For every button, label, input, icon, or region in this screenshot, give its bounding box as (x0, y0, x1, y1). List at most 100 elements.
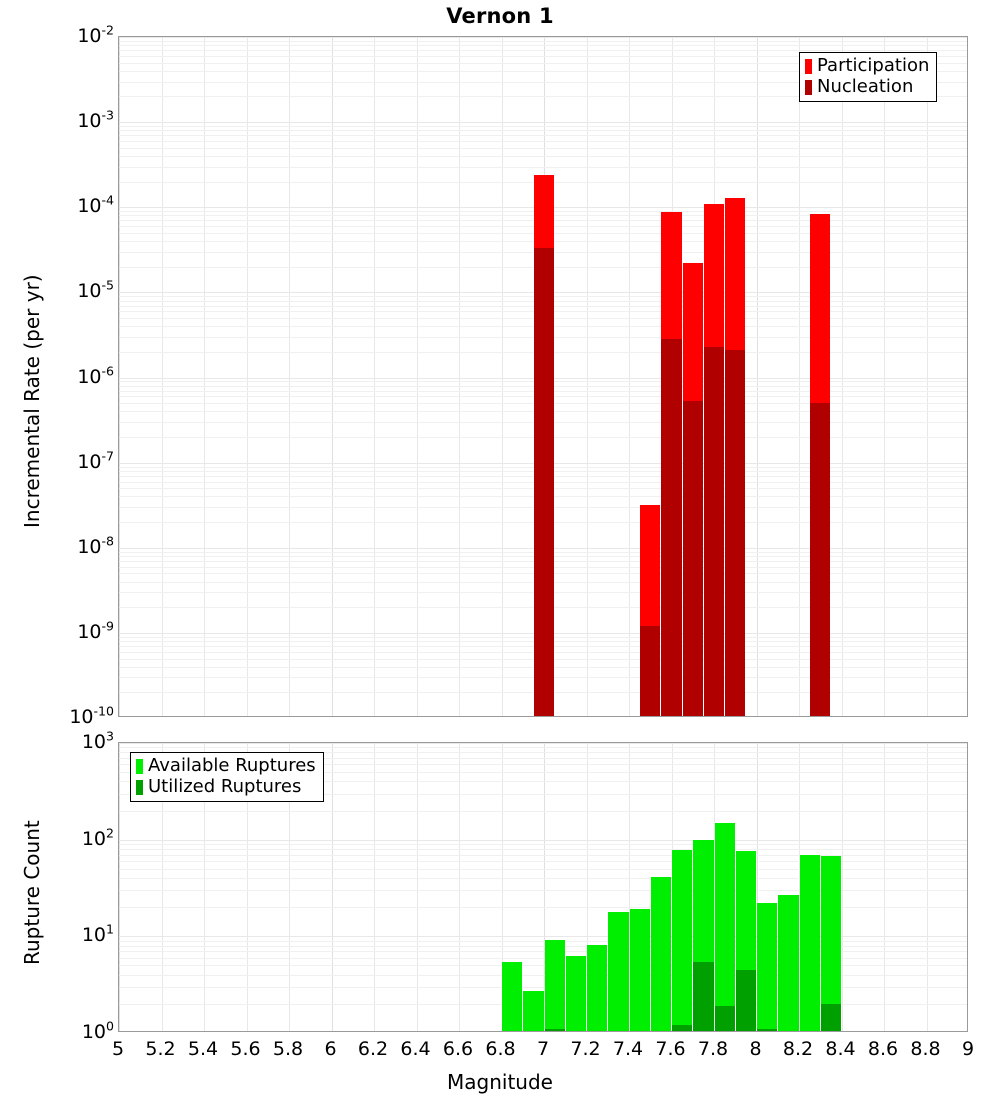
bar (810, 214, 831, 716)
bottom-panel-legend: Available Ruptures Utilized Ruptures (130, 752, 324, 802)
top-panel-plot-area (118, 36, 968, 717)
y-axis-tick-label: 10-3 (77, 107, 114, 133)
grid-line-vertical (331, 743, 333, 1031)
grid-line-vertical (246, 37, 248, 716)
grid-line-vertical (119, 743, 120, 1031)
grid-line-vertical (416, 743, 418, 1031)
top-panel-legend: Participation Nucleation (799, 52, 938, 102)
bar-segment-nucleation (810, 403, 831, 716)
grid-line-horizontal (119, 951, 967, 953)
grid-line-horizontal (119, 122, 967, 124)
bar (533, 174, 555, 716)
grid-line-vertical (119, 37, 120, 716)
y-axis-tick-label: 10-9 (77, 618, 114, 643)
bar-segment-utilized (714, 1006, 735, 1031)
legend-label: Nucleation (817, 76, 914, 97)
grid-line-horizontal (119, 743, 967, 744)
grid-line-horizontal (119, 135, 967, 137)
grid-line-horizontal (119, 936, 967, 938)
y-axis-tick-label: 10-6 (77, 363, 114, 388)
top-panel-y-axis-label: Incremental Rate (per yr) (20, 274, 44, 528)
grid-line-horizontal (119, 810, 967, 812)
grid-line-horizontal (119, 166, 967, 168)
grid-line-vertical (799, 37, 800, 716)
grid-line-horizontal (119, 45, 967, 47)
bar-segment-available (820, 856, 841, 1031)
grid-line-vertical (756, 37, 758, 716)
grid-line-horizontal (119, 141, 967, 142)
y-axis-tick-label: 103 (81, 728, 114, 753)
bar (778, 894, 799, 1031)
x-axis-tick-label: 8.8 (910, 1038, 941, 1060)
grid-line-horizontal (119, 62, 967, 64)
grid-line-vertical (246, 743, 248, 1031)
bar-segment-available (629, 909, 650, 1031)
y-axis-tick-label: 101 (81, 922, 114, 947)
x-axis-tick-label: 5.2 (145, 1038, 176, 1060)
page-title: Vernon 1 (446, 4, 554, 28)
bar (693, 839, 714, 1031)
y-axis-tick-label: 10-10 (69, 703, 114, 728)
bar (544, 939, 565, 1031)
x-axis-tick-label: 8 (749, 1038, 762, 1060)
grid-line-vertical (501, 743, 503, 1031)
x-axis-tick-label: 8.6 (867, 1038, 899, 1060)
grid-line-vertical (204, 37, 205, 716)
grid-line-vertical (586, 743, 588, 1031)
grid-line-vertical (459, 37, 460, 716)
grid-line-horizontal (119, 878, 967, 880)
grid-line-vertical (926, 37, 928, 716)
grid-line-horizontal (119, 907, 967, 909)
y-axis-tick-label: 10-7 (77, 448, 114, 473)
bar-segment-available (757, 903, 778, 1031)
bar-segment-available (565, 955, 586, 1031)
x-axis-tick-label: 6.4 (400, 1038, 431, 1060)
bar-segment-nucleation (640, 626, 661, 716)
x-axis-tick-label: 7.2 (570, 1038, 601, 1060)
grid-line-horizontal (119, 40, 967, 42)
x-axis-tick-label: 5.8 (272, 1038, 304, 1060)
bar (725, 197, 746, 716)
bar-segment-utilized (693, 962, 714, 1031)
bar-segment-nucleation (682, 400, 703, 716)
legend-item: Available Ruptures (136, 757, 316, 775)
grid-line-horizontal (119, 155, 967, 157)
x-axis-tick-label: 7 (536, 1038, 550, 1060)
legend-swatch-icon (805, 79, 812, 95)
bar-segment-nucleation (725, 350, 746, 716)
bar (820, 856, 841, 1031)
x-axis-label: Magnitude (447, 1070, 553, 1094)
x-axis-tick-label: 8.4 (825, 1038, 856, 1060)
x-axis-tick-label: 5.4 (187, 1038, 219, 1060)
grid-line-vertical (629, 37, 630, 716)
bar-segment-available (523, 991, 544, 1031)
legend-label: Utilized Ruptures (148, 776, 302, 797)
x-axis-tick-label: 7.4 (612, 1038, 644, 1060)
grid-line-horizontal (119, 781, 967, 783)
bar-segment-nucleation (703, 346, 725, 716)
bar-segment-utilized (735, 969, 756, 1031)
grid-line-horizontal (119, 986, 967, 988)
grid-line-vertical (416, 37, 418, 716)
bar (682, 263, 703, 716)
x-axis-tick-label: 6.6 (442, 1038, 474, 1060)
bar-segment-available (672, 850, 693, 1031)
grid-line-vertical (586, 37, 588, 716)
bar (523, 991, 544, 1031)
grid-line-horizontal (119, 965, 967, 967)
bar-segment-available (778, 894, 799, 1031)
x-axis-tick-label: 9 (961, 1038, 975, 1060)
x-axis-tick-label: 5.6 (230, 1038, 261, 1060)
grid-line-horizontal (119, 868, 967, 870)
grid-line-horizontal (119, 96, 967, 98)
bar (735, 850, 756, 1031)
grid-line-vertical (841, 37, 843, 716)
y-axis-tick-label: 102 (81, 825, 114, 850)
bar (640, 504, 661, 716)
legend-item: Nucleation (805, 78, 929, 96)
x-axis-tick-label: 6.2 (357, 1038, 389, 1060)
grid-line-vertical (841, 743, 843, 1031)
legend-item: Participation (805, 57, 929, 75)
y-axis-tick-label: 10-5 (77, 278, 114, 303)
